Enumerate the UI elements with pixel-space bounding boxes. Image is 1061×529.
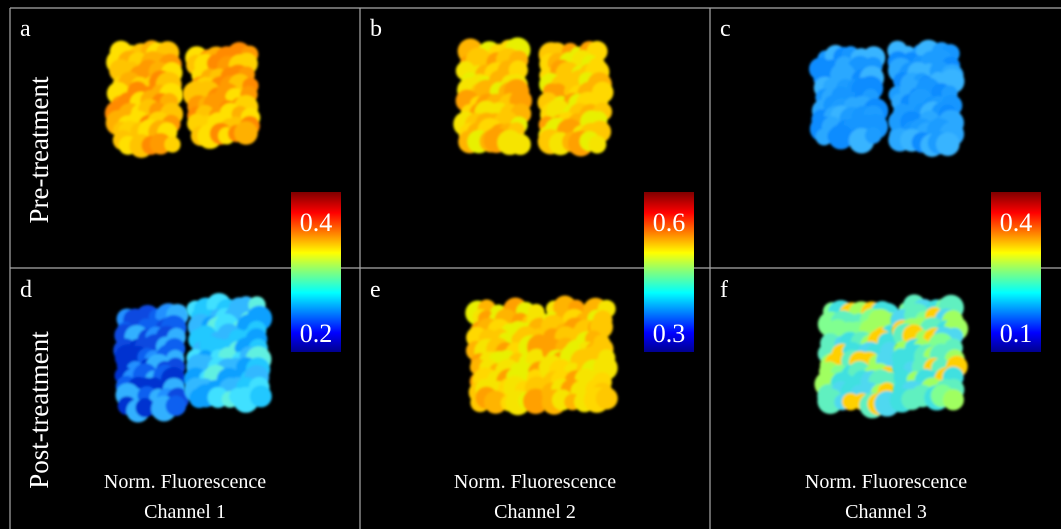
lung-lobe [808,44,889,154]
tissue-spot [164,136,181,153]
tissue-spot [942,389,964,411]
caption: Norm. Fluorescence [104,471,266,493]
panel-label: b [370,16,382,42]
panel-label: e [370,277,381,303]
tissue-spot [135,398,155,418]
colorbar-label: 0.6 [653,208,686,237]
tissue-spot [165,395,187,417]
colorbar-label: 0.1 [1000,319,1033,348]
tissue-spot [234,121,258,145]
colorbar [291,192,341,352]
row-label: Pre-treatment [24,76,54,223]
colorbar [991,192,1041,352]
lung-lobe [453,37,533,156]
tissue-spot [864,127,882,144]
tissue-spot [828,124,854,150]
panel-label: d [20,277,32,303]
panel-label: c [720,16,731,42]
colorbar-label: 0.4 [1000,208,1033,237]
colorbar-label: 0.2 [300,319,333,348]
lung-lobe [113,303,190,423]
tissue-spot [249,385,272,408]
caption: Channel 1 [144,501,226,523]
caption: Channel 3 [845,501,927,523]
lung-lobe [887,39,965,157]
panel-grid [9,7,1061,529]
labels: a b c d e f Pre-treatment Post-treatment 0.4 0.2 0… [20,16,1041,523]
colorbar [644,192,694,352]
lung-lobe [182,42,261,149]
tissue-spot [935,132,960,156]
panel-label: a [20,16,31,42]
tissue-spot [595,387,618,410]
lung-lobe [465,297,553,416]
lung-images [104,37,969,423]
caption: Channel 2 [494,501,576,523]
lung-lobe [104,40,184,158]
caption: Norm. Fluorescence [805,471,967,493]
panel-label: f [720,277,728,303]
tissue-spot [509,133,531,156]
row-label: Post-treatment [24,331,54,489]
tissue-spot [484,390,508,414]
caption: Norm. Fluorescence [454,471,616,493]
lung-lobe [183,292,273,413]
colorbar-label: 0.3 [653,319,686,348]
lung-lobe [889,294,969,413]
colorbar-label: 0.4 [300,208,333,237]
lung-lobe [537,40,614,157]
lung-lobe [814,300,905,419]
tissue-spot [588,135,607,154]
lung-lobe [538,295,618,415]
